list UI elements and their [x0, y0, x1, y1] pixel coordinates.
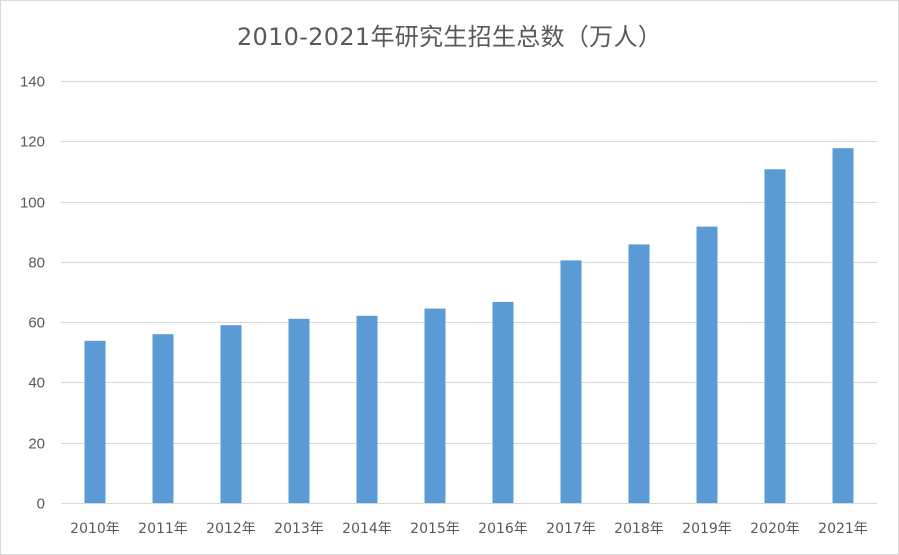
bar: [492, 301, 514, 503]
bar: [764, 169, 786, 504]
x-tick-label: 2019年: [682, 521, 732, 537]
x-tick-label: 2012年: [206, 521, 256, 537]
y-tick-label: 20: [28, 436, 45, 453]
x-tick-label: 2021年: [818, 521, 868, 537]
x-tick-label: 2020年: [750, 521, 800, 537]
y-tick-label: 60: [28, 315, 45, 332]
y-axis-ticks: 0 20 40 60 80 100 120 140: [20, 74, 45, 513]
x-tick-label: 2010年: [70, 521, 120, 537]
x-tick-label: 2011年: [138, 521, 188, 537]
gridlines: [61, 81, 877, 504]
x-tick-label: 2015年: [410, 521, 460, 537]
bar: [152, 334, 174, 503]
bar: [628, 244, 650, 503]
bar: [424, 308, 446, 503]
bar: [560, 260, 582, 503]
x-tick-label: 2014年: [342, 521, 392, 537]
y-tick-label: 140: [20, 74, 45, 91]
bar: [220, 325, 242, 503]
x-tick-label: 2018年: [614, 521, 664, 537]
x-axis-ticks: 2010年 2011年 2012年 2013年 2014年 2015年 2016年 2017年…: [70, 521, 868, 537]
bar: [356, 315, 378, 503]
x-tick-label: 2017年: [546, 521, 596, 537]
bars: [84, 148, 854, 504]
y-tick-label: 0: [37, 496, 45, 513]
y-tick-label: 120: [20, 134, 45, 151]
bar: [832, 148, 854, 503]
y-tick-label: 80: [28, 255, 45, 272]
bar: [84, 340, 106, 503]
bar: [696, 226, 718, 503]
x-tick-label: 2016年: [478, 521, 528, 537]
y-tick-label: 40: [28, 375, 45, 392]
bar: [288, 318, 310, 503]
x-tick-label: 2013年: [274, 521, 324, 537]
y-tick-label: 100: [20, 195, 45, 212]
chart-title: 2010-2021年研究生招生总数（万人）: [236, 23, 663, 51]
